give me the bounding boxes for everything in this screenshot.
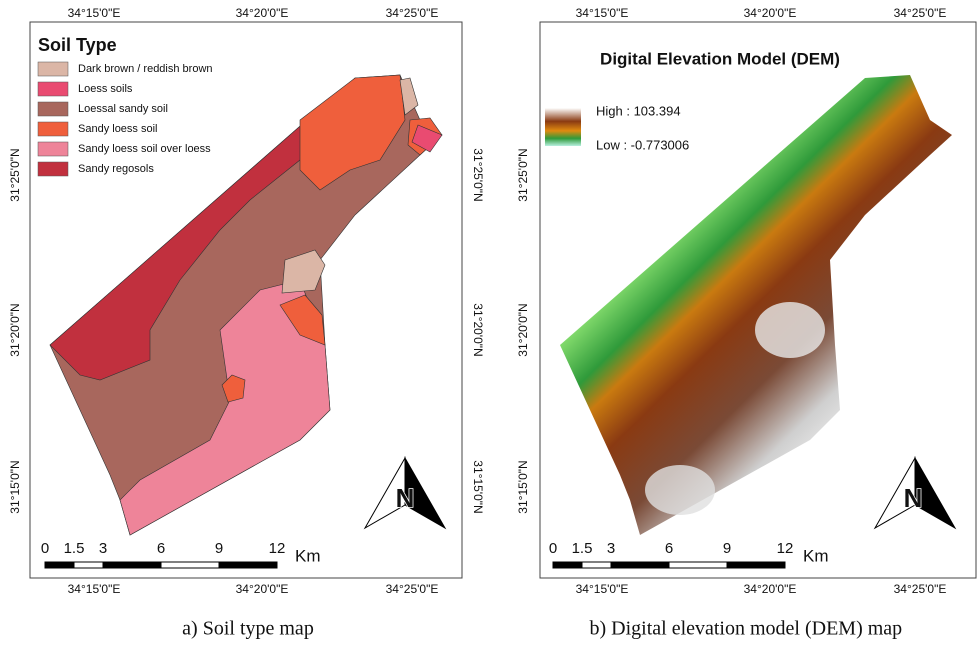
latitude-label: 31°20'0"N [471, 303, 485, 356]
legend-label: Loess soils [78, 83, 133, 95]
scale-label: 9 [723, 540, 731, 557]
scale-label: 3 [607, 540, 615, 557]
longitude-label: 34°15'0"E [68, 6, 121, 20]
scale-segment [219, 562, 277, 568]
scale-segment [103, 562, 161, 568]
north-label: N [904, 483, 923, 513]
scale-label: 6 [665, 540, 673, 557]
longitude-label: 34°25'0"E [386, 6, 439, 20]
scale-label: 0 [549, 540, 557, 557]
scale-label: 0 [41, 540, 49, 557]
scale-label: 3 [99, 540, 107, 557]
legend-swatch [38, 102, 68, 116]
legend-swatch [38, 82, 68, 96]
longitude-label: 34°25'0"E [894, 6, 947, 20]
scale-segment [161, 562, 219, 568]
latitude-label: 31°20'0"N [516, 303, 530, 356]
legend-swatch [38, 162, 68, 176]
caption: b) Digital elevation model (DEM) map [589, 618, 902, 640]
legend-swatch [38, 62, 68, 76]
longitude-label: 34°25'0"E [386, 582, 439, 596]
longitude-label: 34°15'0"E [576, 6, 629, 20]
longitude-label: 34°20'0"E [236, 6, 289, 20]
scale-unit: Km [295, 546, 321, 565]
scale-segment [727, 562, 785, 568]
scale-segment [582, 562, 611, 568]
scale-segment [74, 562, 103, 568]
longitude-label: 34°25'0"E [894, 582, 947, 596]
map-title: Digital Elevation Model (DEM) [600, 49, 840, 68]
scale-segment [611, 562, 669, 568]
latitude-label: 31°15'0"N [516, 460, 530, 513]
north-label: N [396, 483, 415, 513]
longitude-label: 34°20'0"E [744, 6, 797, 20]
latitude-label: 31°15'0"N [471, 460, 485, 513]
scale-segment [669, 562, 727, 568]
longitude-label: 34°15'0"E [68, 582, 121, 596]
latitude-label: 31°25'0"N [516, 148, 530, 201]
longitude-label: 34°15'0"E [576, 582, 629, 596]
scale-label: 1.5 [572, 540, 593, 557]
latitude-label: 31°15'0"N [8, 460, 22, 513]
legend-label: Low : -0.773006 [596, 137, 689, 152]
legend-swatch [38, 122, 68, 136]
elevation-ramp [545, 108, 581, 146]
scale-segment [45, 562, 74, 568]
legend-label: Sandy regosols [78, 163, 154, 175]
legend-label: Loessal sandy soil [78, 103, 168, 115]
latitude-label: 31°20'0"N [8, 303, 22, 356]
legend-label: Dark brown / reddish brown [78, 63, 213, 75]
legend-label: Sandy loess soil [78, 123, 158, 135]
longitude-label: 34°20'0"E [236, 582, 289, 596]
scale-segment [553, 562, 582, 568]
legend-label: High : 103.394 [596, 103, 681, 118]
legend-title: Soil Type [38, 35, 117, 55]
scale-label: 6 [157, 540, 165, 557]
legend-swatch [38, 142, 68, 156]
scale-label: 12 [269, 540, 286, 557]
scale-label: 12 [777, 540, 794, 557]
legend-label: Sandy loess soil over loess [78, 143, 211, 155]
figure: 34°15'0"E 34°20'0"E 34°25'0"E 34°15'0"E 34°2… [0, 0, 977, 646]
longitude-label: 34°20'0"E [744, 582, 797, 596]
scale-label: 1.5 [64, 540, 85, 557]
caption: a) Soil type map [182, 618, 314, 640]
scale-label: 9 [215, 540, 223, 557]
latitude-label: 31°25'0"N [471, 148, 485, 201]
latitude-label: 31°25'0"N [8, 148, 22, 201]
scale-unit: Km [803, 546, 829, 565]
